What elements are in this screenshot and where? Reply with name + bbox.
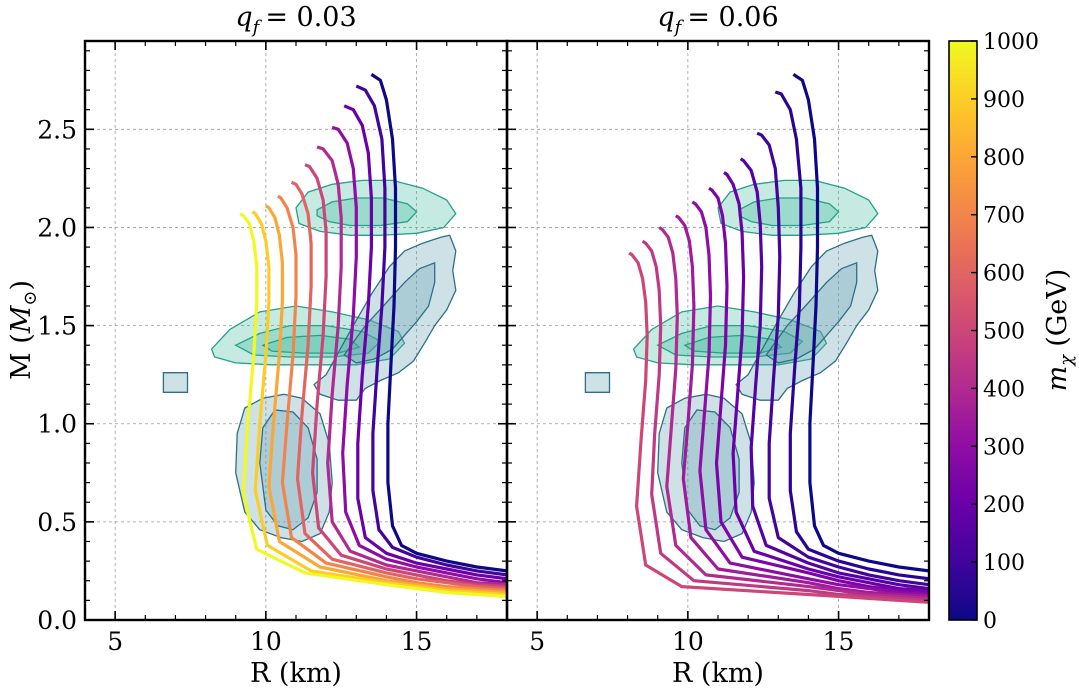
colorbar-ticks: 0 100 200 300 400 500 600 700 800 900 1000	[971, 30, 1039, 634]
ytick-label: 0.5	[37, 508, 77, 537]
xtick-label: 5	[529, 627, 545, 656]
colorbar-tick-label: 400	[983, 377, 1025, 402]
xtick-label: 5	[107, 627, 123, 656]
mr-curve-6	[691, 200, 929, 597]
region-square-marker	[584, 372, 611, 393]
mr-curve-4	[316, 145, 507, 587]
xtick-label: 10	[672, 627, 704, 656]
xtick-label: 15	[823, 627, 855, 656]
frame-right	[505, 39, 931, 622]
mr-curve-9	[641, 239, 929, 602]
mr-curve-3	[739, 157, 929, 591]
colorbar-tick-label: 100	[983, 551, 1025, 576]
colorbar-tick-label: 300	[983, 435, 1025, 460]
curves-right	[628, 73, 929, 604]
regions-right	[584, 179, 879, 543]
colorbar-tick-label: 800	[983, 146, 1025, 171]
mr-curve-4	[723, 171, 929, 593]
ytick-label: 0.0	[37, 606, 77, 635]
curves-left	[239, 73, 507, 598]
region-nicer-1.4-inner	[765, 261, 858, 364]
mr-curve-7	[674, 214, 929, 598]
mr-curve-9	[251, 210, 507, 597]
region-pulsar-2.0-outer	[295, 179, 457, 236]
colorbar-tick-label: 500	[983, 320, 1025, 345]
colorbar-tick-label: 0	[983, 609, 997, 634]
colorbar-tick-label: 900	[983, 88, 1025, 113]
region-pulsar-2.0-inner	[316, 197, 418, 227]
ytick-label: 2.0	[37, 213, 77, 242]
mr-curve-8	[658, 226, 929, 600]
ticks-left: 5 10 15 0.0 0.5 1.0 1.5 2.0 2.5	[37, 41, 508, 656]
mr-curve-8	[265, 204, 507, 595]
mr-curve-5	[304, 163, 507, 589]
mr-curve-2	[343, 104, 507, 581]
mr-curve-5	[708, 186, 929, 595]
region-square-marker	[162, 372, 189, 393]
mr-curve-0	[792, 73, 929, 573]
xlabel-right: R (km)	[672, 658, 764, 689]
ytick-label: 2.5	[37, 115, 77, 144]
panel-right: 5 10 15 qf = 0.06 R (km)	[505, 2, 931, 689]
mr-curve-1	[355, 84, 507, 577]
mr-curve-3	[331, 125, 507, 585]
mr-curve-1	[774, 90, 929, 581]
mr-curve-10	[628, 251, 929, 604]
colorbar: 0 100 200 300 400 500 600 700 800 900 1000 mχ(GeV)	[948, 30, 1077, 634]
region-pulsar-2.0-inner	[738, 197, 840, 227]
mr-curve-10	[239, 212, 507, 598]
mr-curve-6	[290, 180, 507, 591]
xtick-label: 15	[401, 627, 433, 656]
mr-curve-2	[756, 131, 929, 587]
colorbar-label: mχ(GeV)	[1042, 269, 1077, 392]
ytick-label: 1.0	[37, 410, 77, 439]
xlabel-left: R (km)	[250, 658, 342, 689]
ytick-label: 1.5	[37, 312, 77, 341]
colorbar-tick-label: 700	[983, 204, 1025, 229]
ticks-right: 5 10 15	[506, 41, 930, 656]
mr-curve-0	[370, 73, 507, 573]
colorbar-tick-label: 600	[983, 262, 1025, 287]
colorbar-tick-label: 200	[983, 493, 1025, 518]
title-right: qf = 0.06	[657, 2, 778, 38]
panel-left: 5 10 150.00.51.01.52.02.5 qf = 0.03 R (km) …	[6, 2, 509, 689]
colorbar-tick-label: 1000	[983, 30, 1039, 55]
ylabel: M (M⊙)	[6, 280, 41, 380]
region-nicer-0.7-inner	[681, 409, 740, 531]
xtick-label: 10	[250, 627, 282, 656]
title-left: qf = 0.03	[235, 2, 356, 38]
mr-curve-7	[277, 194, 507, 593]
